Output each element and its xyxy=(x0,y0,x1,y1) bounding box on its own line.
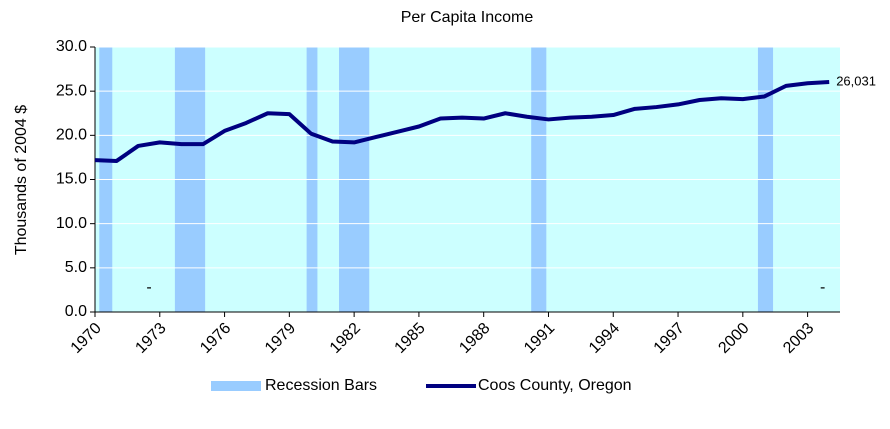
x-tick-label: 1994 xyxy=(586,320,623,357)
x-tick-label: 1988 xyxy=(456,320,493,357)
x-tick-label: 2003 xyxy=(780,320,817,357)
x-tick-label: 1982 xyxy=(327,320,364,357)
annotation: - xyxy=(820,279,825,296)
x-tick-label: 1970 xyxy=(68,320,105,357)
data-label: 26,031 xyxy=(836,73,876,88)
y-tick-label: 10.0 xyxy=(56,215,87,232)
y-axis-label: Thousands of 2004 $ xyxy=(13,105,30,255)
y-tick-label: 20.0 xyxy=(56,127,87,144)
y-tick-label: 25.0 xyxy=(56,82,87,99)
series-line xyxy=(94,80,830,163)
chart-title: Per Capita Income xyxy=(401,9,534,26)
y-tick-label: 15.0 xyxy=(56,171,87,188)
y-tick-label: 0.0 xyxy=(65,303,87,320)
x-tick-label: 1997 xyxy=(651,320,688,357)
y-tick-label: 5.0 xyxy=(65,259,87,276)
x-tick-label: 1973 xyxy=(132,320,169,357)
x-tick-label: 1979 xyxy=(262,320,299,357)
y-tick-label: 30.0 xyxy=(56,38,87,55)
annotation: - xyxy=(146,279,151,296)
x-tick-label: 1991 xyxy=(521,320,558,357)
x-tick-label: 1985 xyxy=(392,320,429,357)
x-tick-label: 1976 xyxy=(197,320,234,357)
legend-swatch xyxy=(211,381,261,391)
legend-label: Coos County, Oregon xyxy=(478,377,632,394)
x-tick-label: 2000 xyxy=(715,320,752,357)
legend-label: Recession Bars xyxy=(265,377,377,394)
